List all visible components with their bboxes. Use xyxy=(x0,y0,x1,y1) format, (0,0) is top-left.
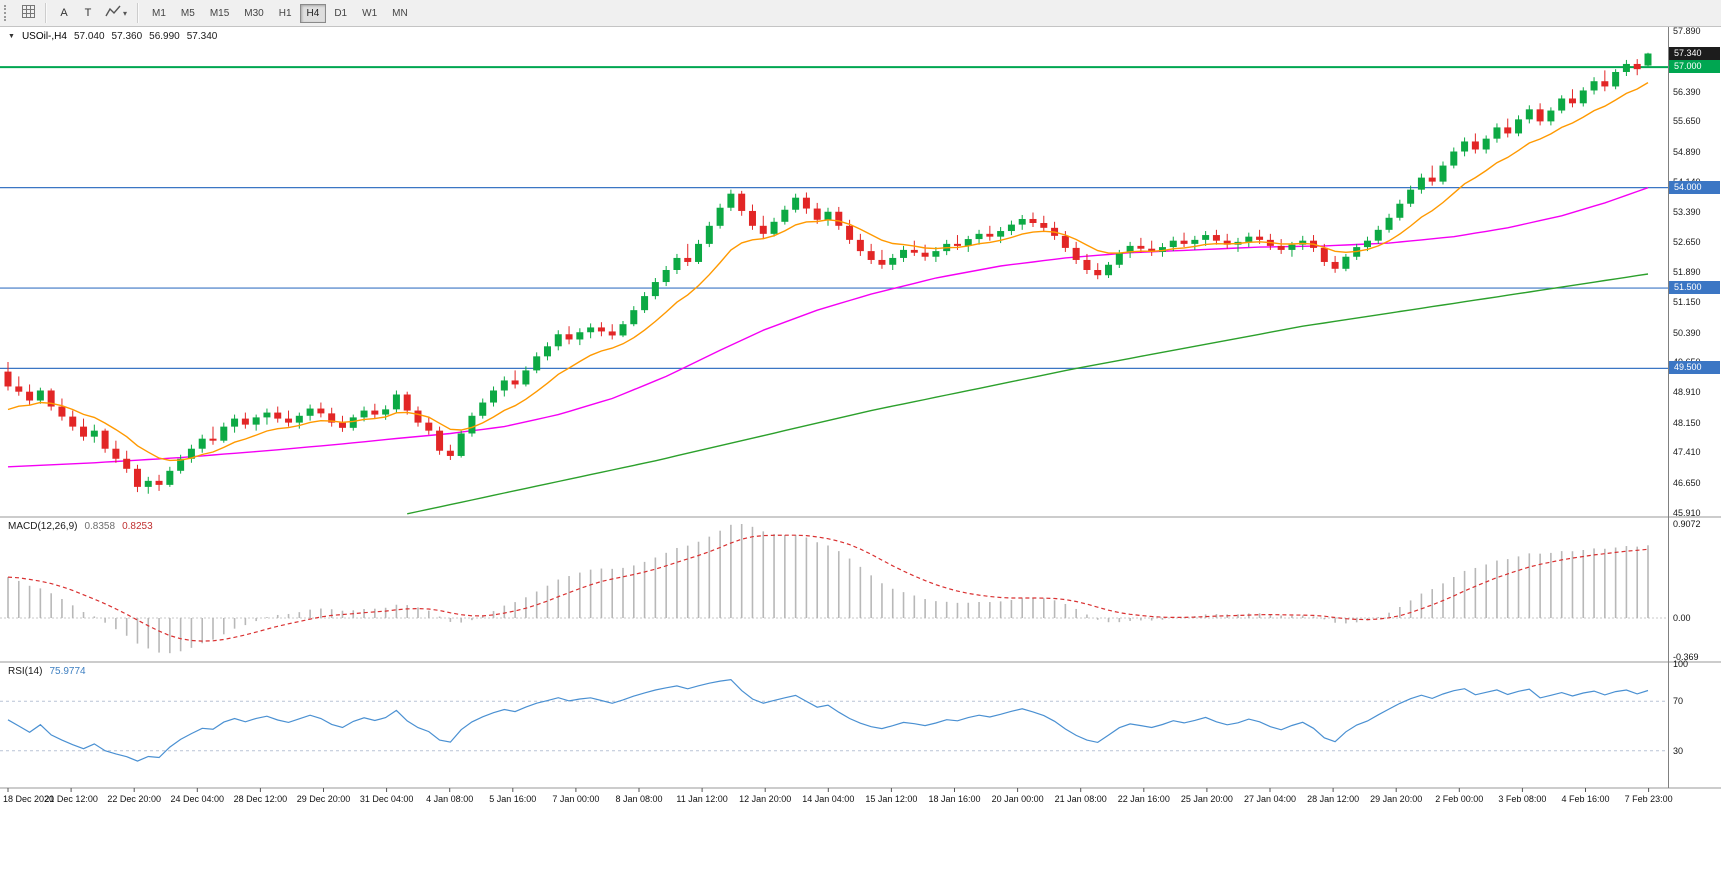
rsi-tick-label: 70 xyxy=(1673,696,1684,707)
time-tick-label: 2 Feb 00:00 xyxy=(1435,794,1484,804)
hline-price-badge: 57.000 xyxy=(1669,60,1720,74)
time-tick-label: 4 Jan 08:00 xyxy=(426,794,474,804)
symbol-timeframe-label: USOil-,H4 xyxy=(21,31,67,42)
rsi-tick-label: 30 xyxy=(1673,745,1684,756)
chevron-down-icon: ▾ xyxy=(123,8,128,18)
price-tick-label: 51.890 xyxy=(1673,267,1701,278)
toolbar-separator xyxy=(45,3,47,23)
symbol-dropdown-icon[interactable]: ▼ xyxy=(8,33,15,40)
price-tick-label: 48.910 xyxy=(1673,387,1701,398)
price-tick-label: 50.390 xyxy=(1673,327,1701,338)
macd-indicator-label: MACD(12,26,9) 0.8358 0.8253 xyxy=(8,521,153,532)
price-tick-label: 48.150 xyxy=(1673,417,1701,428)
close-value: 57.340 xyxy=(186,31,218,42)
timeframe-group: M1 M5 M15 M30 H1 H4 D1 W1 MN xyxy=(145,3,415,23)
polyline-tool-button[interactable]: ▾ xyxy=(101,3,131,23)
time-tick-label: 18 Jan 16:00 xyxy=(928,794,981,804)
time-tick-label: 5 Jan 16:00 xyxy=(489,794,537,804)
polyline-icon xyxy=(105,5,121,21)
price-tick-label: 57.890 xyxy=(1673,26,1701,37)
high-value: 57.360 xyxy=(111,31,143,42)
timeframe-h1-button[interactable]: H1 xyxy=(272,4,299,23)
time-tick-label: 3 Feb 08:00 xyxy=(1498,794,1547,804)
time-tick-label: 4 Feb 16:00 xyxy=(1561,794,1610,804)
macd-tick-label: 0.9072 xyxy=(1673,519,1701,529)
toolbar-grip[interactable] xyxy=(4,5,11,21)
time-tick-label: 20 Jan 00:00 xyxy=(991,794,1044,804)
time-tick-label: 28 Jan 12:00 xyxy=(1307,794,1360,804)
time-tick-label: 22 Dec 20:00 xyxy=(107,794,161,804)
price-tick-label: 45.910 xyxy=(1673,507,1701,518)
timeframe-m5-button[interactable]: M5 xyxy=(174,4,202,23)
price-tick-label: 47.410 xyxy=(1673,447,1701,458)
time-tick-label: 18 Dec 2020 xyxy=(3,794,55,804)
toolbar-separator xyxy=(137,3,140,23)
symbol-header: ▼ USOil-,H4 57.040 57.360 56.990 57.340 xyxy=(8,31,217,42)
time-tick-label: 25 Jan 20:00 xyxy=(1180,794,1233,804)
low-value: 56.990 xyxy=(149,31,180,42)
timeframe-h4-button[interactable]: H4 xyxy=(299,3,327,23)
time-tick-label: 22 Jan 16:00 xyxy=(1117,794,1170,804)
timeframe-w1-button[interactable]: W1 xyxy=(355,4,384,23)
macd-signal-value: 0.8253 xyxy=(122,521,153,532)
time-tick-label: 12 Jan 20:00 xyxy=(739,794,792,804)
macd-tick-label: 0.00 xyxy=(1673,613,1691,623)
price-tick-label: 55.650 xyxy=(1673,116,1701,127)
time-tick-label: 21 Jan 08:00 xyxy=(1054,794,1107,804)
time-tick-label: 7 Jan 00:00 xyxy=(552,794,600,804)
time-tick-label: 7 Feb 23:00 xyxy=(1624,794,1673,804)
toolbar: A T ▾ M1 M5 M15 M30 H1 H4 D1 W1 MN xyxy=(0,0,1721,27)
timeframe-m15-button[interactable]: M15 xyxy=(203,4,236,23)
hline-price-badge: 54.000 xyxy=(1669,180,1720,194)
price-axis-scale[interactable]: 57.89056.39055.65054.89054.14053.39052.6… xyxy=(1669,26,1721,788)
price-tick-label: 51.150 xyxy=(1673,297,1701,308)
price-tick-label: 53.390 xyxy=(1673,207,1701,218)
timeframe-d1-button[interactable]: D1 xyxy=(327,4,354,23)
time-axis-scale[interactable]: 18 Dec 2020 21 Dec 12:00 22 Dec 20:00 24 De… xyxy=(0,788,1721,812)
timeframe-m1-button[interactable]: M1 xyxy=(145,4,173,23)
hline-price-badge: 49.500 xyxy=(1669,361,1720,375)
time-tick-label: 11 Jan 12:00 xyxy=(676,794,728,804)
time-tick-label: 21 Dec 12:00 xyxy=(44,794,98,804)
timeframe-m30-button[interactable]: M30 xyxy=(237,4,270,23)
time-tick-label: 8 Jan 08:00 xyxy=(615,794,663,804)
grid-icon xyxy=(21,5,35,21)
text-annotation-a-button[interactable]: A xyxy=(53,3,75,23)
time-tick-label: 29 Dec 20:00 xyxy=(296,794,351,804)
current-price-badge: 57.340 xyxy=(1669,46,1720,60)
time-tick-label: 31 Dec 04:00 xyxy=(359,794,414,804)
macd-name: MACD(12,26,9) xyxy=(8,521,78,532)
macd-main-value: 0.8358 xyxy=(84,521,116,532)
hline-price-badge: 51.500 xyxy=(1669,281,1720,295)
price-tick-label: 46.650 xyxy=(1673,477,1701,488)
text-annotation-t-button[interactable]: T xyxy=(77,3,99,23)
time-tick-label: 27 Jan 04:00 xyxy=(1243,794,1297,804)
rsi-tick-label: 100 xyxy=(1673,659,1689,669)
price-tick-label: 56.390 xyxy=(1673,86,1701,97)
time-tick-label: 14 Jan 04:00 xyxy=(802,794,855,804)
price-tick-label: 52.650 xyxy=(1673,236,1701,247)
time-tick-label: 24 Dec 04:00 xyxy=(170,794,225,804)
open-value: 57.040 xyxy=(73,31,105,42)
rsi-indicator-label: RSI(14) 75.9774 xyxy=(8,666,86,677)
rsi-value: 75.9774 xyxy=(49,666,86,677)
time-tick-label: 15 Jan 12:00 xyxy=(865,794,918,804)
rsi-name: RSI(14) xyxy=(8,666,43,677)
price-tick-label: 54.890 xyxy=(1673,146,1701,157)
chart-grid-button[interactable] xyxy=(17,3,39,23)
macd-tick-label: -0.369 xyxy=(1673,652,1699,662)
time-tick-label: 28 Dec 12:00 xyxy=(233,794,288,804)
time-tick-label: 29 Jan 20:00 xyxy=(1370,794,1423,804)
timeframe-mn-button[interactable]: MN xyxy=(385,4,415,23)
